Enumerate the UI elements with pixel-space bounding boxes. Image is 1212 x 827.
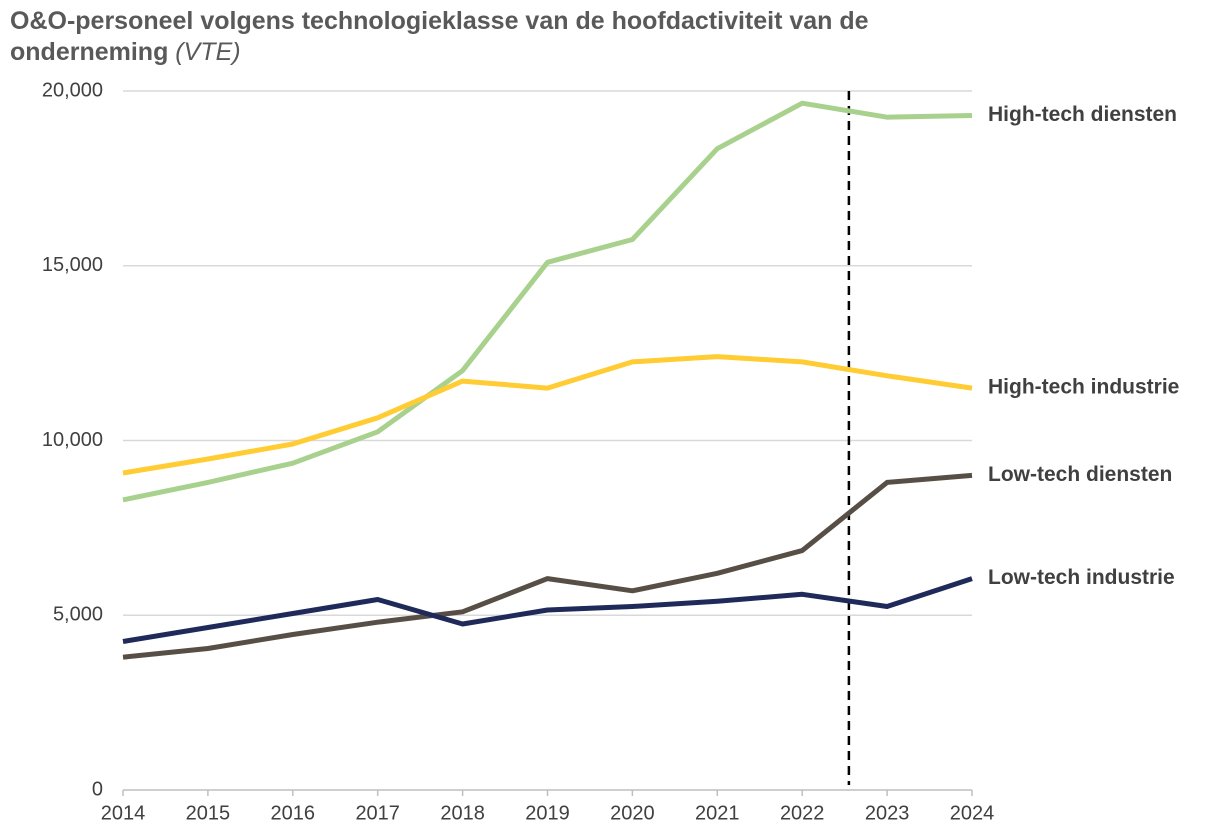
x-tick-label: 2014 xyxy=(101,802,146,824)
x-tick-label: 2020 xyxy=(610,802,655,824)
y-tick-label: 20,000 xyxy=(42,79,103,101)
series-label: High-tech diensten xyxy=(988,103,1177,126)
y-tick-label: 10,000 xyxy=(42,429,103,451)
x-tick-label: 2019 xyxy=(525,802,570,824)
x-tick-label: 2022 xyxy=(780,802,825,824)
series-label: High-tech industrie xyxy=(988,376,1179,399)
x-tick-label: 2015 xyxy=(186,802,231,824)
chart-title: O&O-personeel volgens technologieklasse … xyxy=(10,7,869,66)
series-label: Low-tech diensten xyxy=(988,463,1172,486)
x-tick-label: 2018 xyxy=(440,802,485,824)
chart-title-block: O&O-personeel volgens technologieklasse … xyxy=(10,6,940,68)
y-tick-label: 15,000 xyxy=(42,254,103,276)
x-tick-label: 2023 xyxy=(865,802,910,824)
y-tick-label: 5,000 xyxy=(53,604,103,626)
y-tick-label: 0 xyxy=(92,778,103,800)
series-label: Low-tech industrie xyxy=(988,566,1175,589)
series-line xyxy=(122,472,973,660)
x-tick-label: 2017 xyxy=(355,802,400,824)
x-tick-label: 2024 xyxy=(950,802,995,824)
series-line xyxy=(122,576,973,644)
x-tick-label: 2016 xyxy=(271,802,316,824)
title-unit: (VTE) xyxy=(175,38,241,66)
series-line xyxy=(122,100,973,503)
x-tick-label: 2021 xyxy=(695,802,740,824)
series-line xyxy=(122,354,973,476)
